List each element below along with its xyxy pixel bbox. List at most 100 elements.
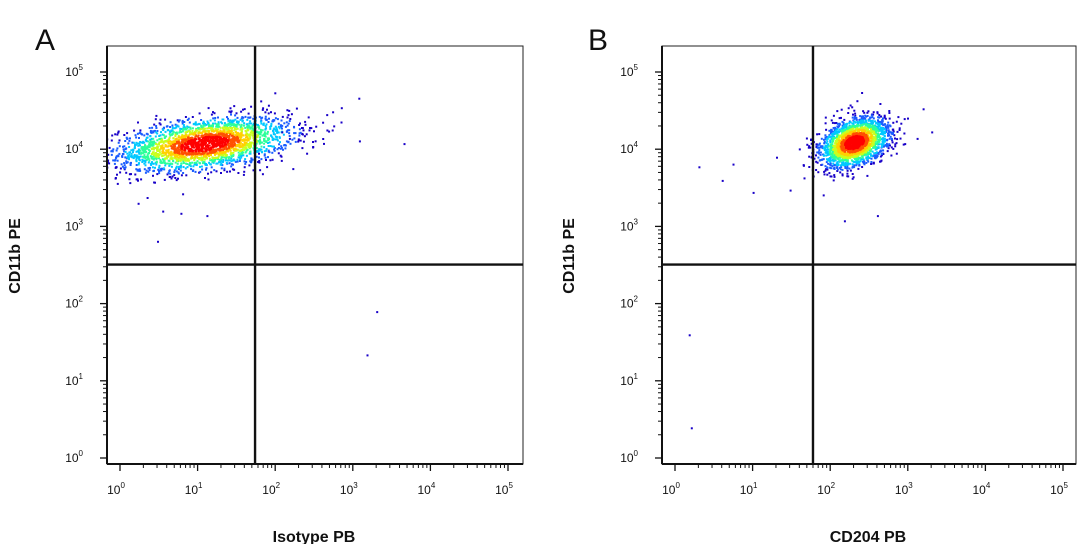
event-point: [220, 172, 222, 174]
outlier-point: [403, 143, 406, 146]
event-point: [212, 134, 215, 137]
event-point: [156, 132, 159, 135]
event-point: [275, 138, 278, 141]
event-point: [227, 119, 230, 122]
event-point: [258, 160, 261, 162]
event-point: [144, 161, 147, 164]
event-point: [831, 141, 834, 144]
event-point: [184, 116, 187, 118]
event-point: [866, 174, 869, 177]
event-point: [863, 150, 866, 153]
event-point: [227, 143, 230, 146]
event-point: [880, 138, 883, 141]
event-point: [201, 156, 203, 159]
event-point: [123, 162, 126, 165]
event-point: [887, 129, 890, 132]
event-point: [143, 151, 146, 154]
event-point: [198, 171, 201, 174]
event-point: [831, 121, 834, 124]
event-point: [200, 119, 203, 121]
outlier-point: [180, 212, 183, 215]
event-point: [891, 128, 894, 131]
event-point: [850, 144, 853, 147]
event-point: [232, 163, 234, 166]
event-point: [241, 120, 244, 123]
event-point: [258, 161, 261, 164]
event-point: [187, 147, 189, 150]
event-point: [171, 124, 174, 127]
event-point: [230, 165, 233, 168]
event-point: [855, 161, 858, 164]
event-point: [211, 158, 214, 161]
event-point: [140, 141, 143, 144]
event-point: [169, 131, 172, 134]
event-point: [200, 165, 203, 168]
event-point: [209, 146, 212, 149]
event-point: [845, 125, 848, 128]
event-point: [248, 116, 251, 119]
event-point: [182, 155, 185, 158]
event-point: [258, 131, 261, 134]
panel-b-plot-area: [661, 45, 1077, 465]
event-point: [888, 110, 891, 112]
event-point: [287, 122, 290, 125]
event-point: [242, 124, 245, 127]
panel-b-y-axis-label: CD11b PE: [561, 218, 578, 294]
event-point: [162, 141, 165, 144]
event-point: [249, 136, 252, 139]
event-point: [878, 125, 881, 128]
event-point: [192, 133, 195, 136]
event-point: [823, 142, 826, 145]
event-point: [264, 156, 267, 159]
event-point: [869, 144, 872, 147]
event-point: [309, 127, 311, 129]
event-point: [148, 166, 151, 169]
event-point: [255, 131, 258, 133]
event-point: [221, 144, 224, 147]
event-point: [149, 155, 152, 158]
event-point: [846, 169, 849, 172]
event-point: [205, 163, 208, 165]
event-point: [846, 166, 849, 169]
event-point: [850, 126, 853, 129]
event-point: [178, 152, 181, 154]
event-point: [922, 108, 925, 111]
event-point: [856, 145, 859, 148]
event-point: [874, 130, 877, 133]
event-point: [878, 122, 881, 125]
event-point: [210, 113, 213, 116]
event-point: [888, 134, 891, 137]
event-point: [122, 148, 125, 151]
event-point: [152, 143, 155, 146]
event-point: [239, 137, 242, 140]
event-point: [828, 134, 831, 137]
event-point: [860, 144, 863, 147]
event-point: [162, 134, 165, 137]
event-point: [116, 182, 119, 185]
event-point: [159, 141, 162, 144]
event-point: [890, 154, 893, 157]
event-point: [229, 149, 232, 152]
event-point: [134, 173, 137, 176]
event-point: [358, 97, 361, 100]
event-point: [151, 157, 154, 160]
event-point: [215, 162, 218, 165]
event-point: [301, 127, 303, 129]
event-point: [835, 122, 838, 124]
event-point: [178, 131, 181, 134]
event-point: [136, 178, 139, 181]
event-point: [244, 134, 247, 137]
event-point: [322, 138, 325, 140]
event-point: [243, 141, 246, 144]
event-point: [174, 153, 177, 156]
event-point: [121, 165, 124, 168]
event-point: [256, 149, 259, 152]
event-point: [116, 133, 119, 136]
event-point: [194, 155, 197, 158]
event-point: [861, 166, 864, 168]
event-point: [192, 157, 195, 159]
event-point: [303, 135, 306, 138]
event-point: [870, 114, 873, 117]
event-point: [882, 127, 884, 129]
event-point: [161, 158, 164, 161]
